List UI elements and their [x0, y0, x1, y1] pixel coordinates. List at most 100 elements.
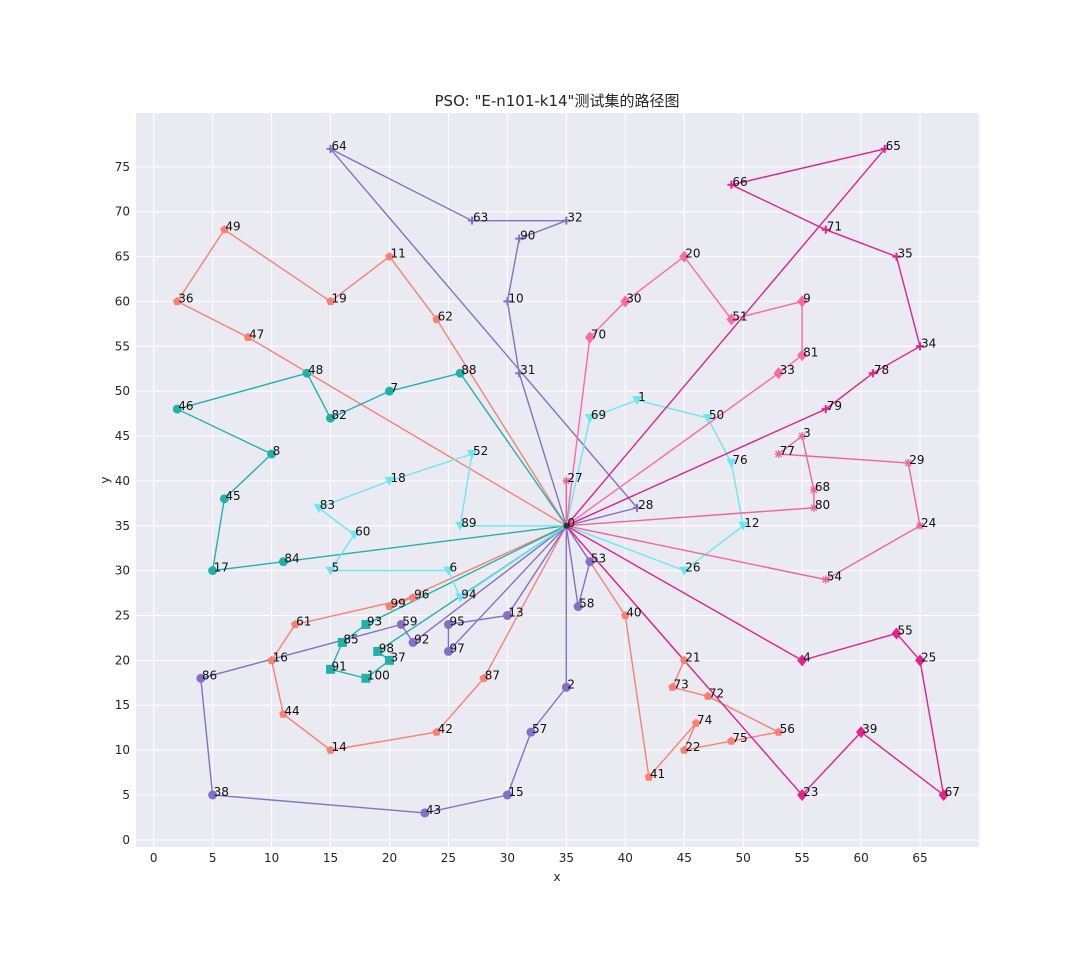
node-marker: [243, 332, 253, 341]
node-label: 2: [567, 677, 575, 691]
node-label: 95: [449, 614, 464, 628]
node-label: 37: [390, 650, 405, 664]
node-label: 85: [343, 632, 358, 646]
node-marker: [821, 405, 830, 414]
node-marker: [337, 637, 347, 647]
node-label: 82: [332, 408, 347, 422]
node-marker: [313, 503, 324, 513]
node-marker: [915, 654, 926, 667]
node-label: 4: [803, 650, 811, 664]
node-marker: [632, 396, 643, 406]
node-label: 90: [520, 229, 535, 243]
node-label: 59: [402, 614, 417, 628]
node-marker: [691, 718, 701, 727]
x-tick-label: 30: [500, 851, 515, 865]
node-label: 49: [225, 220, 240, 234]
x-tick-label: 65: [912, 851, 927, 865]
y-tick-label: 5: [122, 788, 130, 802]
route-line: [176, 228, 567, 527]
node-label: 32: [567, 211, 582, 225]
node-marker: [620, 295, 631, 308]
plot-area: [136, 113, 979, 847]
node-label: 12: [744, 516, 759, 530]
node-marker: [856, 726, 867, 739]
node-marker: [408, 637, 418, 647]
x-tick-label: 50: [736, 851, 751, 865]
node-marker: [821, 575, 830, 584]
node-marker: [809, 485, 818, 494]
node-marker: [408, 593, 418, 602]
node-label: 88: [461, 363, 476, 377]
node-label: 87: [485, 668, 500, 682]
node-marker: [267, 449, 277, 459]
x-axis-label: x: [553, 870, 560, 884]
node-label: 69: [591, 408, 606, 422]
x-axis: 0 5 10 15 20 25 30 35 40 45 50 55 60 65: [150, 851, 928, 865]
route-line: [270, 525, 567, 751]
y-tick-label: 55: [115, 339, 130, 353]
y-tick-label: 70: [115, 205, 130, 219]
node-label: 78: [874, 363, 889, 377]
node-label: 97: [449, 641, 464, 655]
node-label: 30: [626, 291, 641, 305]
route-line: [200, 525, 567, 814]
node-label: 93: [367, 614, 382, 628]
node-marker: [326, 296, 335, 306]
node-label: 96: [414, 588, 429, 602]
node-marker: [938, 788, 949, 801]
node-marker: [208, 790, 218, 800]
node-marker: [279, 709, 288, 718]
node-marker: [385, 252, 394, 261]
y-tick-label: 10: [115, 743, 130, 757]
node-label: 33: [780, 363, 795, 377]
node-label: 60: [355, 525, 370, 539]
node-label: 63: [473, 211, 488, 225]
node-marker: [373, 646, 383, 656]
y-axis: 0 5 10 15 20 25 30 35 40 45 50 55 60 65 70 75: [115, 160, 130, 847]
node-marker: [432, 727, 441, 736]
x-tick-label: 25: [441, 851, 456, 865]
x-tick-label: 0: [150, 851, 158, 865]
node-marker: [561, 682, 571, 692]
node-marker: [562, 476, 571, 485]
node-marker: [916, 342, 925, 351]
x-tick-label: 35: [559, 851, 574, 865]
node-label: 36: [178, 291, 193, 305]
x-tick-label: 40: [618, 851, 633, 865]
node-marker: [290, 620, 300, 629]
x-tick-label: 55: [795, 851, 810, 865]
node-marker: [585, 557, 595, 567]
node-label: 25: [921, 650, 936, 664]
node-label: 18: [390, 471, 405, 485]
node-label: 44: [284, 704, 299, 718]
node-label: 55: [897, 623, 912, 637]
node-marker: [208, 566, 218, 576]
node-label: 67: [945, 785, 960, 799]
node-label: 22: [685, 740, 700, 754]
grid: [136, 113, 979, 847]
node-label: 89: [461, 516, 476, 530]
node-marker: [502, 610, 512, 620]
node-marker: [267, 655, 276, 664]
node-label: 41: [650, 767, 665, 781]
route-line: [565, 525, 945, 797]
node-marker: [726, 313, 737, 326]
node-marker: [326, 144, 335, 153]
node-label: 81: [803, 345, 818, 359]
node-marker: [432, 314, 441, 323]
node-label: 45: [225, 489, 240, 503]
node-marker: [668, 682, 677, 691]
node-label: 43: [426, 803, 441, 817]
y-tick-label: 40: [115, 474, 130, 488]
node-label: 20: [685, 247, 700, 261]
node-marker: [326, 664, 336, 674]
node-label: 56: [780, 722, 795, 736]
node-marker: [384, 476, 395, 486]
node-marker: [302, 368, 312, 378]
node-label: 79: [827, 399, 842, 413]
node-label: 75: [732, 731, 747, 745]
node-marker: [904, 458, 913, 467]
node-marker: [892, 252, 901, 261]
node-label: 66: [732, 175, 747, 189]
depot-label: 0: [567, 516, 575, 530]
